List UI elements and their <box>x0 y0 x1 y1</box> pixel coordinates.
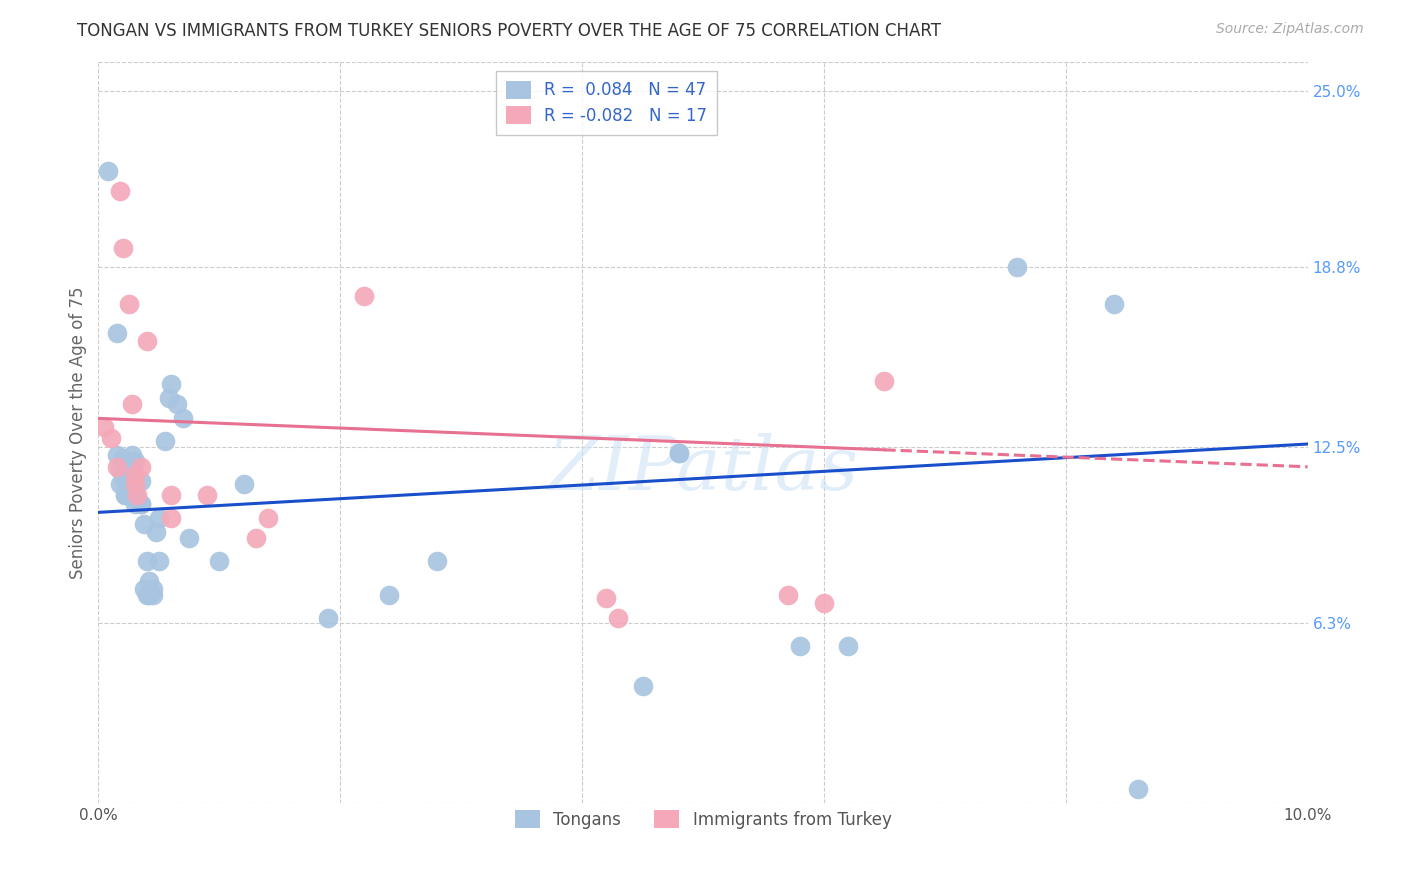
Point <box>232 476 254 491</box>
Point <box>668 445 690 459</box>
Point <box>124 468 146 483</box>
Point <box>134 516 156 531</box>
Point <box>160 377 183 392</box>
Point <box>142 588 165 602</box>
Point <box>100 431 122 445</box>
Point <box>114 474 136 488</box>
Point <box>157 392 180 406</box>
Point <box>108 462 131 476</box>
Legend: Tongans, Immigrants from Turkey: Tongans, Immigrants from Turkey <box>505 800 901 838</box>
Point <box>129 497 152 511</box>
Point <box>776 588 799 602</box>
Point <box>127 488 149 502</box>
Point <box>837 639 859 653</box>
Point <box>142 582 165 597</box>
Point <box>114 488 136 502</box>
Point <box>124 454 146 468</box>
Point <box>97 163 120 178</box>
Point <box>153 434 176 449</box>
Point <box>426 554 449 568</box>
Point <box>135 554 157 568</box>
Point <box>595 591 617 605</box>
Point <box>118 483 141 497</box>
Point <box>668 445 690 459</box>
Point <box>135 588 157 602</box>
Point <box>105 459 128 474</box>
Point <box>118 297 141 311</box>
Point <box>129 474 152 488</box>
Point <box>145 525 167 540</box>
Point <box>118 468 141 483</box>
Point <box>148 511 170 525</box>
Point <box>813 597 835 611</box>
Point <box>129 497 152 511</box>
Point <box>245 531 267 545</box>
Point <box>208 554 231 568</box>
Point <box>873 375 896 389</box>
Point <box>118 457 141 471</box>
Point <box>105 326 128 340</box>
Point <box>607 610 630 624</box>
Point <box>160 511 183 525</box>
Point <box>124 491 146 505</box>
Point <box>108 476 131 491</box>
Point <box>135 334 157 349</box>
Point <box>1128 781 1150 796</box>
Point <box>148 554 170 568</box>
Point <box>631 679 654 693</box>
Point <box>124 476 146 491</box>
Point <box>111 240 134 255</box>
Point <box>166 397 188 411</box>
Point <box>105 449 128 463</box>
Point <box>195 488 218 502</box>
Point <box>138 574 160 588</box>
Point <box>353 289 375 303</box>
Point <box>377 588 399 602</box>
Point <box>121 449 143 463</box>
Point <box>129 459 152 474</box>
Point <box>256 511 278 525</box>
Point <box>316 610 339 624</box>
Point <box>124 497 146 511</box>
Point <box>121 397 143 411</box>
Point <box>114 488 136 502</box>
Point <box>172 411 194 425</box>
Text: TONGAN VS IMMIGRANTS FROM TURKEY SENIORS POVERTY OVER THE AGE OF 75 CORRELATION : TONGAN VS IMMIGRANTS FROM TURKEY SENIORS… <box>77 22 942 40</box>
Point <box>1007 260 1029 275</box>
Point <box>111 451 134 466</box>
Point <box>138 588 160 602</box>
Point <box>108 184 131 198</box>
Text: Source: ZipAtlas.com: Source: ZipAtlas.com <box>1216 22 1364 37</box>
Point <box>111 468 134 483</box>
Point <box>789 639 811 653</box>
Point <box>124 488 146 502</box>
Point <box>121 462 143 476</box>
Text: ZIPatlas: ZIPatlas <box>547 434 859 506</box>
Point <box>160 488 183 502</box>
Point <box>179 531 201 545</box>
Point <box>134 582 156 597</box>
Point <box>1102 297 1125 311</box>
Y-axis label: Seniors Poverty Over the Age of 75: Seniors Poverty Over the Age of 75 <box>69 286 87 579</box>
Point <box>93 420 115 434</box>
